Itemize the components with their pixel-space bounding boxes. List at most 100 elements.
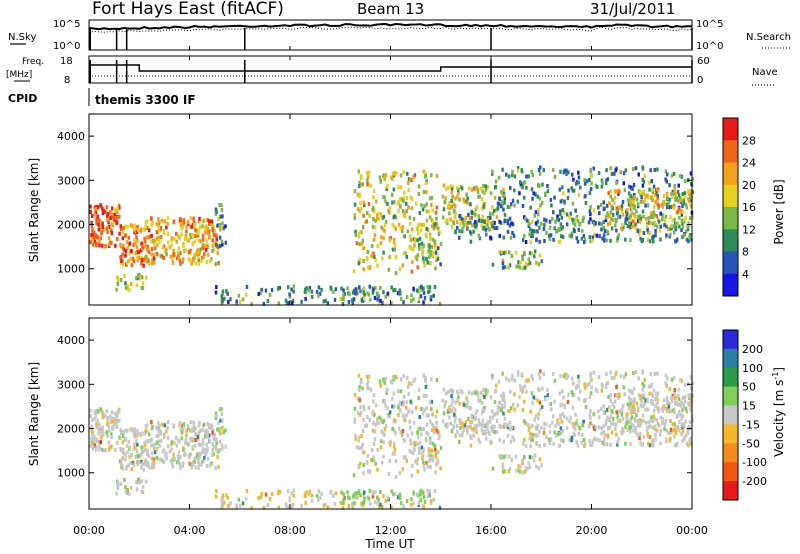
velocity-cell [216, 427, 219, 432]
velocity-cell [688, 420, 692, 425]
power-cell [527, 257, 530, 262]
velocity-cell [399, 377, 403, 382]
velocity-cell [367, 406, 371, 410]
velocity-cell [491, 466, 495, 471]
power-cell [390, 301, 393, 305]
velocity-cell [402, 400, 405, 405]
power-cell [211, 226, 214, 231]
power-cell [157, 225, 161, 230]
power-cell [351, 300, 354, 305]
power-cell [588, 209, 592, 214]
power-cell [441, 194, 444, 199]
velocity-cell [509, 439, 513, 444]
power-cell [401, 263, 404, 268]
power-cell [621, 222, 624, 227]
velocity-cell [432, 424, 435, 429]
power-cell [669, 205, 673, 209]
power-cell [414, 201, 418, 206]
power-cell [671, 189, 674, 194]
velocity-cell [161, 449, 165, 454]
power-cell [392, 187, 396, 192]
velocity-cell [95, 445, 98, 450]
velocity-cell [615, 410, 618, 415]
power-cell [368, 214, 371, 218]
power-cell [457, 190, 460, 195]
velocity-cell [636, 433, 640, 438]
velocity-cell [433, 444, 437, 449]
power-cell [429, 260, 432, 265]
power-cell [600, 227, 603, 232]
velocity-cell [689, 406, 692, 411]
power-cell [187, 250, 191, 255]
velocity-cell [433, 489, 437, 493]
velocity-cell [116, 441, 119, 445]
velocity-cell [466, 430, 469, 435]
power-cell [425, 218, 429, 223]
velocity-cell [381, 504, 384, 509]
power-cell [422, 259, 426, 264]
velocity-cell [533, 417, 536, 422]
velocity-cell [493, 424, 496, 429]
power-cell [605, 181, 608, 186]
velocity-cell [124, 428, 127, 433]
velocity-cell [357, 435, 361, 440]
velocity-cell [257, 496, 260, 500]
power-cell [511, 198, 515, 203]
power-cell [366, 182, 369, 187]
power-cell [396, 291, 400, 296]
power-cell [433, 285, 437, 289]
power-cell [153, 238, 157, 243]
velocity-cell [180, 424, 184, 428]
power-cell [93, 207, 97, 212]
velocity-cell [648, 443, 652, 448]
velocity-cell [482, 423, 485, 428]
power-cell [185, 229, 188, 234]
power-cell [110, 231, 113, 235]
velocity-cell [497, 379, 501, 384]
velocity-cell [128, 454, 131, 459]
velocity-cell [452, 425, 456, 430]
power-cell [381, 300, 384, 305]
power-cell [598, 221, 601, 226]
velocity-cell [558, 443, 561, 448]
power-cell [130, 263, 134, 268]
velocity-cell [126, 450, 129, 455]
power-cell [667, 226, 670, 231]
power-cell [565, 168, 568, 173]
power-cell [620, 208, 624, 213]
velocity-cell [363, 450, 366, 455]
velocity-cell [614, 423, 618, 428]
velocity-cell [480, 401, 484, 405]
power-cell [110, 240, 113, 245]
power-cell [107, 220, 110, 225]
power-cell [207, 252, 210, 257]
power-cell [628, 221, 631, 225]
velocity-cell [386, 495, 389, 500]
power-cell [189, 216, 192, 221]
power-cell [602, 233, 606, 238]
velocity-cell [373, 429, 377, 434]
velocity-cell [501, 465, 505, 470]
power-cell [523, 180, 527, 185]
velocity-cell [386, 406, 389, 410]
power-cell [444, 219, 448, 224]
velocity-cell [618, 409, 621, 414]
velocity-cell [627, 395, 631, 400]
velocity-cell [589, 378, 593, 383]
velocity-cell [609, 414, 613, 419]
power-cell [136, 273, 140, 278]
velocity-cell [624, 424, 627, 429]
power-cell [176, 250, 180, 255]
velocity-cell [152, 443, 155, 447]
power-cell [224, 240, 227, 245]
velocity-cell [672, 376, 676, 380]
power-cell [562, 191, 565, 196]
power-cell [206, 226, 209, 231]
power-cell [576, 239, 580, 244]
velocity-cell [92, 434, 96, 439]
velocity-cell [686, 431, 690, 436]
velocity-cell [118, 418, 121, 423]
power-cell [644, 194, 647, 199]
velocity-cell [538, 443, 541, 448]
power-cell [451, 194, 454, 199]
